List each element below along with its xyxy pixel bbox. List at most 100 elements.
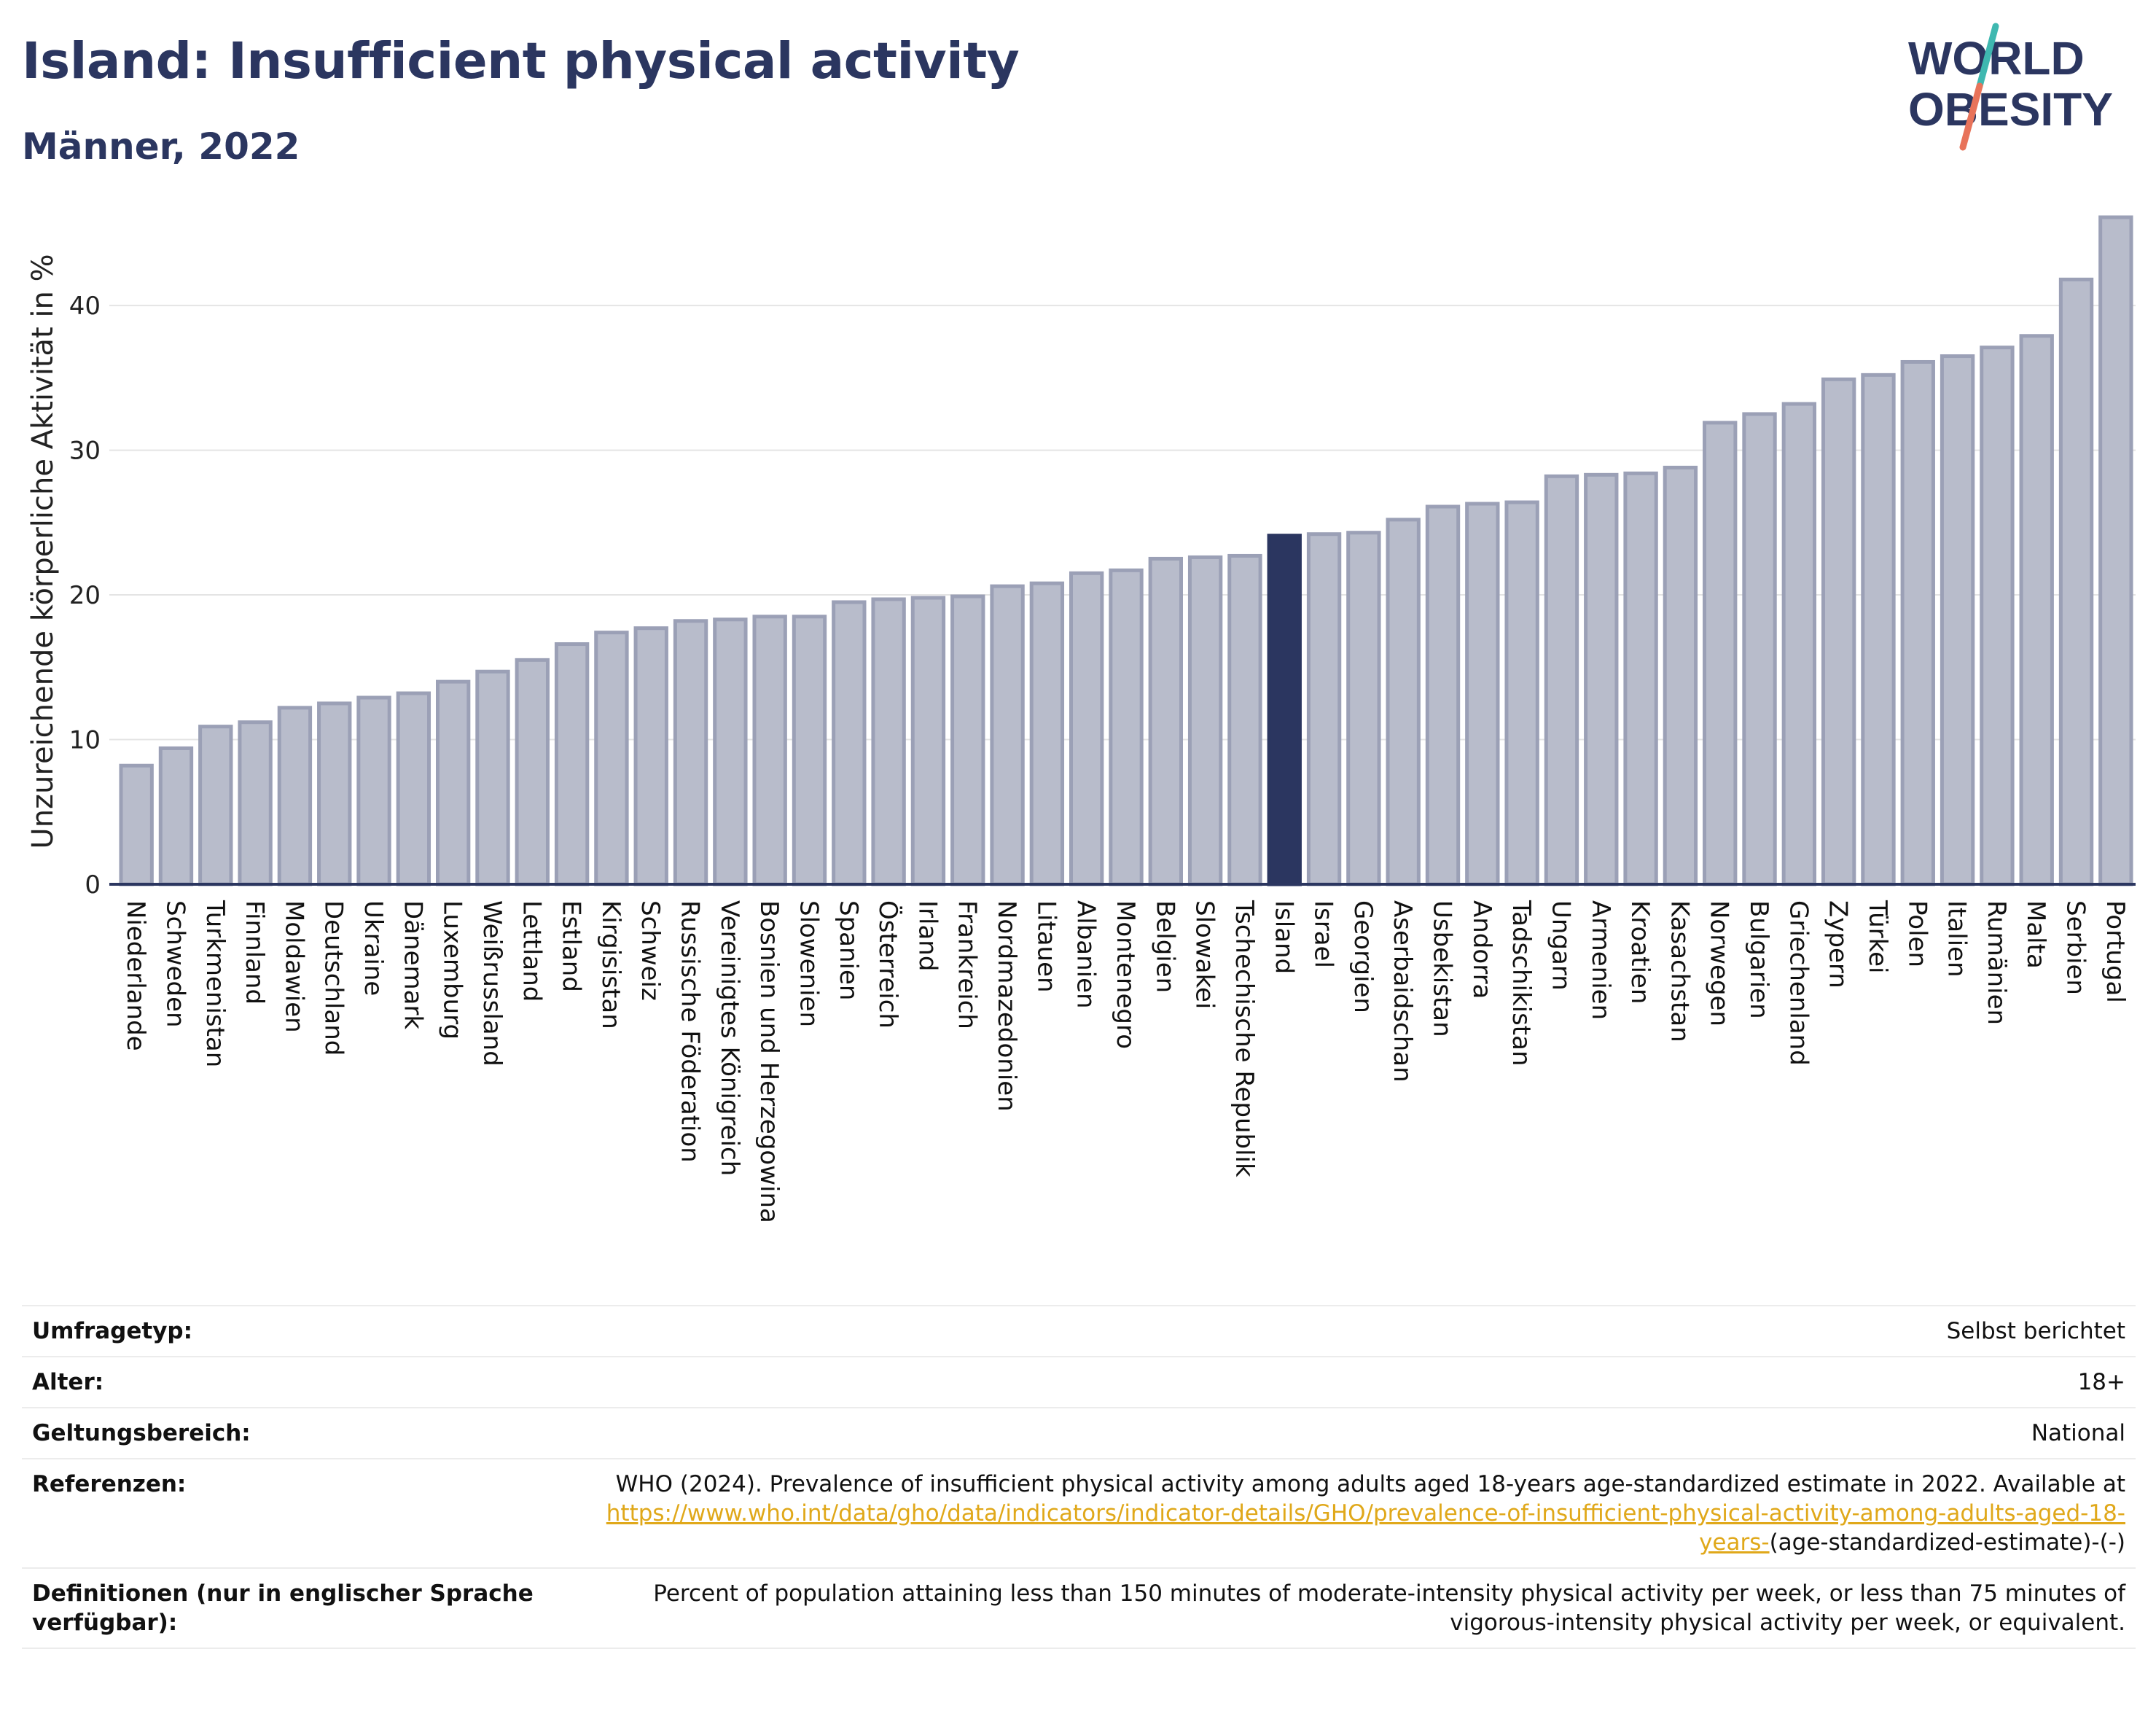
x-tick-label: Turkmenistan [200, 900, 230, 1067]
x-tick-label: Ukraine [359, 900, 388, 996]
x-tick-label: Luxemburg [438, 900, 467, 1040]
x-tick-label: Rumänien [1982, 900, 2011, 1025]
y-axis-label: Unzureichende körperliche Aktivität in % [26, 254, 60, 849]
survey-type-value: Selbst berichtet [1946, 1318, 2125, 1344]
bar [633, 626, 668, 886]
scope-row: Geltungsbereich: National [22, 1408, 2136, 1459]
definitions-value: Percent of population attaining less tha… [653, 1580, 2125, 1636]
x-tick-label: Slowenien [794, 900, 823, 1027]
x-tick-label: Frankreich [953, 900, 982, 1029]
bar [1584, 472, 1619, 886]
x-tick-label: Österreich [873, 900, 903, 1029]
x-tick-label: Schweden [160, 900, 190, 1028]
x-tick-label: Kasachstan [1665, 900, 1694, 1042]
x-tick-label: Belgien [1150, 900, 1179, 993]
bar [950, 594, 985, 886]
references-link[interactable]: https://www.who.int/data/gho/data/indica… [606, 1500, 2125, 1556]
bar [1386, 518, 1421, 886]
bar [1306, 532, 1342, 886]
x-tick-label: Tschechische Republik [1230, 900, 1259, 1177]
x-tick-label: Spanien [834, 900, 863, 1000]
x-tick-label: Norwegen [1705, 900, 1734, 1026]
bar [2058, 277, 2094, 886]
bar [119, 763, 154, 886]
x-tick-label: Usbekistan [1428, 900, 1457, 1037]
bar [317, 701, 352, 886]
logo-slash-bottom [1959, 82, 1983, 151]
bar [1544, 474, 1579, 886]
x-tick-label: Vereinigtes Königreich [715, 900, 744, 1176]
x-tick-label: Ungarn [1546, 900, 1575, 991]
scope-label: Geltungsbereich: [32, 1420, 251, 1446]
x-tick-label: Kroatien [1625, 900, 1655, 1004]
bar-highlight [1267, 534, 1302, 886]
bar [1465, 502, 1500, 886]
x-tick-label: Lettland [517, 900, 546, 1002]
bar [1504, 500, 1539, 886]
bar [990, 584, 1025, 886]
bar [1109, 568, 1144, 886]
x-tick-label: Nordmazedonien [992, 900, 1021, 1112]
x-tick-label: Armenien [1586, 900, 1615, 1020]
bar [396, 691, 431, 886]
bar [1861, 373, 1896, 886]
bar [1940, 354, 1975, 886]
x-tick-label: Polen [1902, 900, 1932, 967]
references-label: Referenzen: [32, 1471, 187, 1497]
bar [713, 617, 748, 886]
x-tick-label: Portugal [2101, 900, 2130, 1003]
bar [435, 679, 471, 886]
x-tick-label: Kirgisistan [596, 900, 625, 1029]
survey-type-row: Umfragetyp: Selbst berichtet [22, 1306, 2136, 1357]
page-title: Island: Insufficient physical activity [22, 32, 1020, 90]
age-label: Alter: [32, 1369, 104, 1395]
x-tick-label: Italien [1942, 900, 1972, 978]
age-value: 18+ [2077, 1369, 2125, 1395]
bar [1980, 346, 2015, 886]
x-tick-label: Montenegro [1111, 900, 1140, 1049]
logo-text-obesity: OBESITY [1908, 83, 2113, 136]
x-tick-label: Tadschikistan [1507, 900, 1536, 1067]
bar [1029, 581, 1065, 886]
bar [1663, 465, 1698, 886]
x-tick-label: Türkei [1863, 900, 1892, 973]
scope-value: National [2031, 1420, 2125, 1446]
x-tick-label: Finnland [240, 900, 269, 1005]
logo-slash-top [1976, 23, 1999, 90]
x-tick-label: Deutschland [319, 900, 348, 1056]
references-tail: (age-standardized-estimate)-(-) [1769, 1529, 2125, 1556]
y-tick-label: 40 [69, 292, 101, 321]
bar-chart: 0 10 20 30 40 Niederlande Schweden Turkmenistan… [26, 215, 2136, 1223]
bar [2019, 334, 2054, 886]
x-tick-label: Moldawien [279, 900, 308, 1033]
x-tick-label: Andorra [1467, 900, 1496, 999]
definitions-row: Definitionen (nur in englischer Sprache … [22, 1568, 2136, 1648]
bar [1425, 504, 1461, 886]
bar [1821, 377, 1856, 886]
bar [594, 631, 629, 886]
bar [475, 669, 510, 886]
x-tick-label: Schweiz [636, 900, 665, 1001]
x-tick-label: Griechenland [1784, 900, 1813, 1066]
bar [198, 725, 233, 886]
bar [1623, 471, 1658, 886]
references-value: WHO (2024). Prevalence of insufficient p… [552, 1459, 2136, 1568]
y-tick-label: 10 [69, 726, 101, 755]
x-tick-label: Bulgarien [1744, 900, 1773, 1019]
bar [1187, 555, 1223, 886]
bar [2098, 215, 2133, 886]
bar [515, 658, 550, 886]
page-subtitle: Männer, 2022 [22, 125, 300, 168]
y-tick-label: 20 [69, 581, 101, 610]
x-tick-label: Niederlande [121, 900, 150, 1051]
bar [158, 746, 194, 886]
bar [792, 615, 827, 886]
metadata-table: Umfragetyp: Selbst berichtet Alter: 18+ … [22, 1305, 2136, 1649]
bar [1703, 421, 1738, 886]
x-tick-label: Dänemark [398, 900, 427, 1029]
bar [1781, 402, 1817, 886]
bar [832, 600, 867, 886]
x-tick-label: Island [1269, 900, 1298, 974]
bar [277, 706, 313, 886]
logo-text-world: WORLD [1908, 32, 2085, 85]
